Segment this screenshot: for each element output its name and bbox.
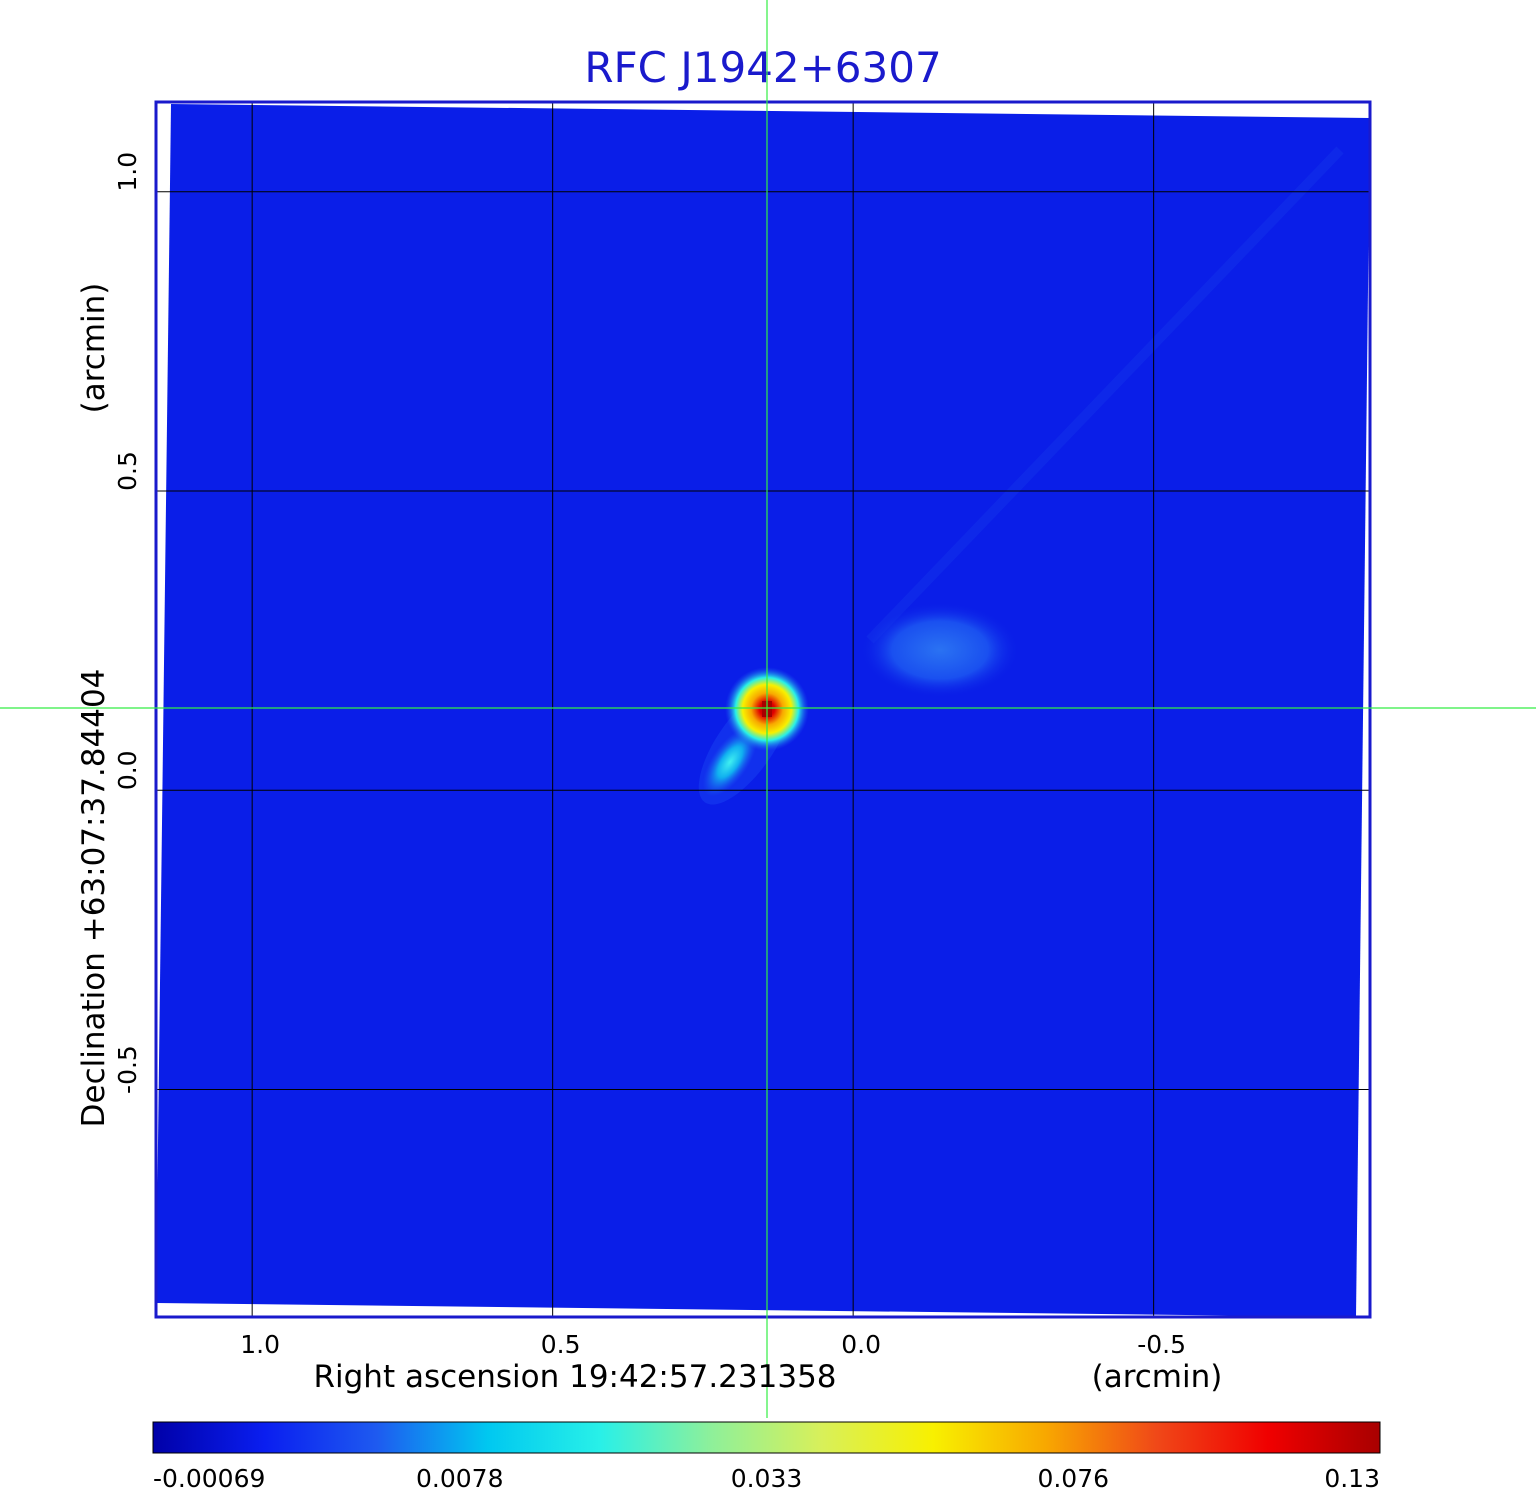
map-image <box>156 104 1370 1317</box>
sidelobe-streak <box>866 146 1344 644</box>
colorbar-tick-label: 0.076 <box>1037 1464 1109 1493</box>
colorbar-ticks: -0.00069 0.0078 0.033 0.076 0.13 <box>153 1464 1380 1493</box>
x-axis-unit: (arcmin) <box>1092 1359 1223 1395</box>
coordinate-grid <box>156 102 1370 1317</box>
jet-knot <box>702 727 758 797</box>
x-tick-label: 1.0 <box>240 1330 280 1359</box>
y-tick-label: 0.0 <box>113 750 142 790</box>
x-tick-label: -0.5 <box>1137 1330 1186 1359</box>
crosshair <box>0 0 1536 1418</box>
x-tick-label: 0.5 <box>541 1330 581 1359</box>
y-tick-label: 1.0 <box>113 152 142 192</box>
colorbar-tick-label: 0.033 <box>731 1464 803 1493</box>
colorbar-tick-label: -0.00069 <box>153 1464 265 1493</box>
x-tick-label: 0.0 <box>841 1330 881 1359</box>
colorbar <box>152 1421 1381 1454</box>
y-tick-label: -0.5 <box>113 1045 142 1094</box>
y-tick-label: 0.5 <box>113 451 142 491</box>
map-frame <box>154 100 1372 1319</box>
colorbar-tick-label: 0.0078 <box>416 1464 503 1493</box>
x-tick-labels: 1.0 0.5 0.0 -0.5 <box>240 1330 1186 1359</box>
x-axis-label: Right ascension 19:42:57.231358 <box>313 1359 836 1395</box>
y-axis-unit: (arcmin) <box>76 283 112 414</box>
diffuse-lobe <box>860 602 1020 698</box>
chart-title: RFC J1942+6307 <box>584 43 941 92</box>
y-tick-labels: 1.0 0.5 0.0 -0.5 <box>113 152 142 1094</box>
y-axis-label: Declination +63:07:37.84404 <box>76 669 112 1128</box>
colorbar-tick-label: 0.13 <box>1324 1464 1380 1493</box>
